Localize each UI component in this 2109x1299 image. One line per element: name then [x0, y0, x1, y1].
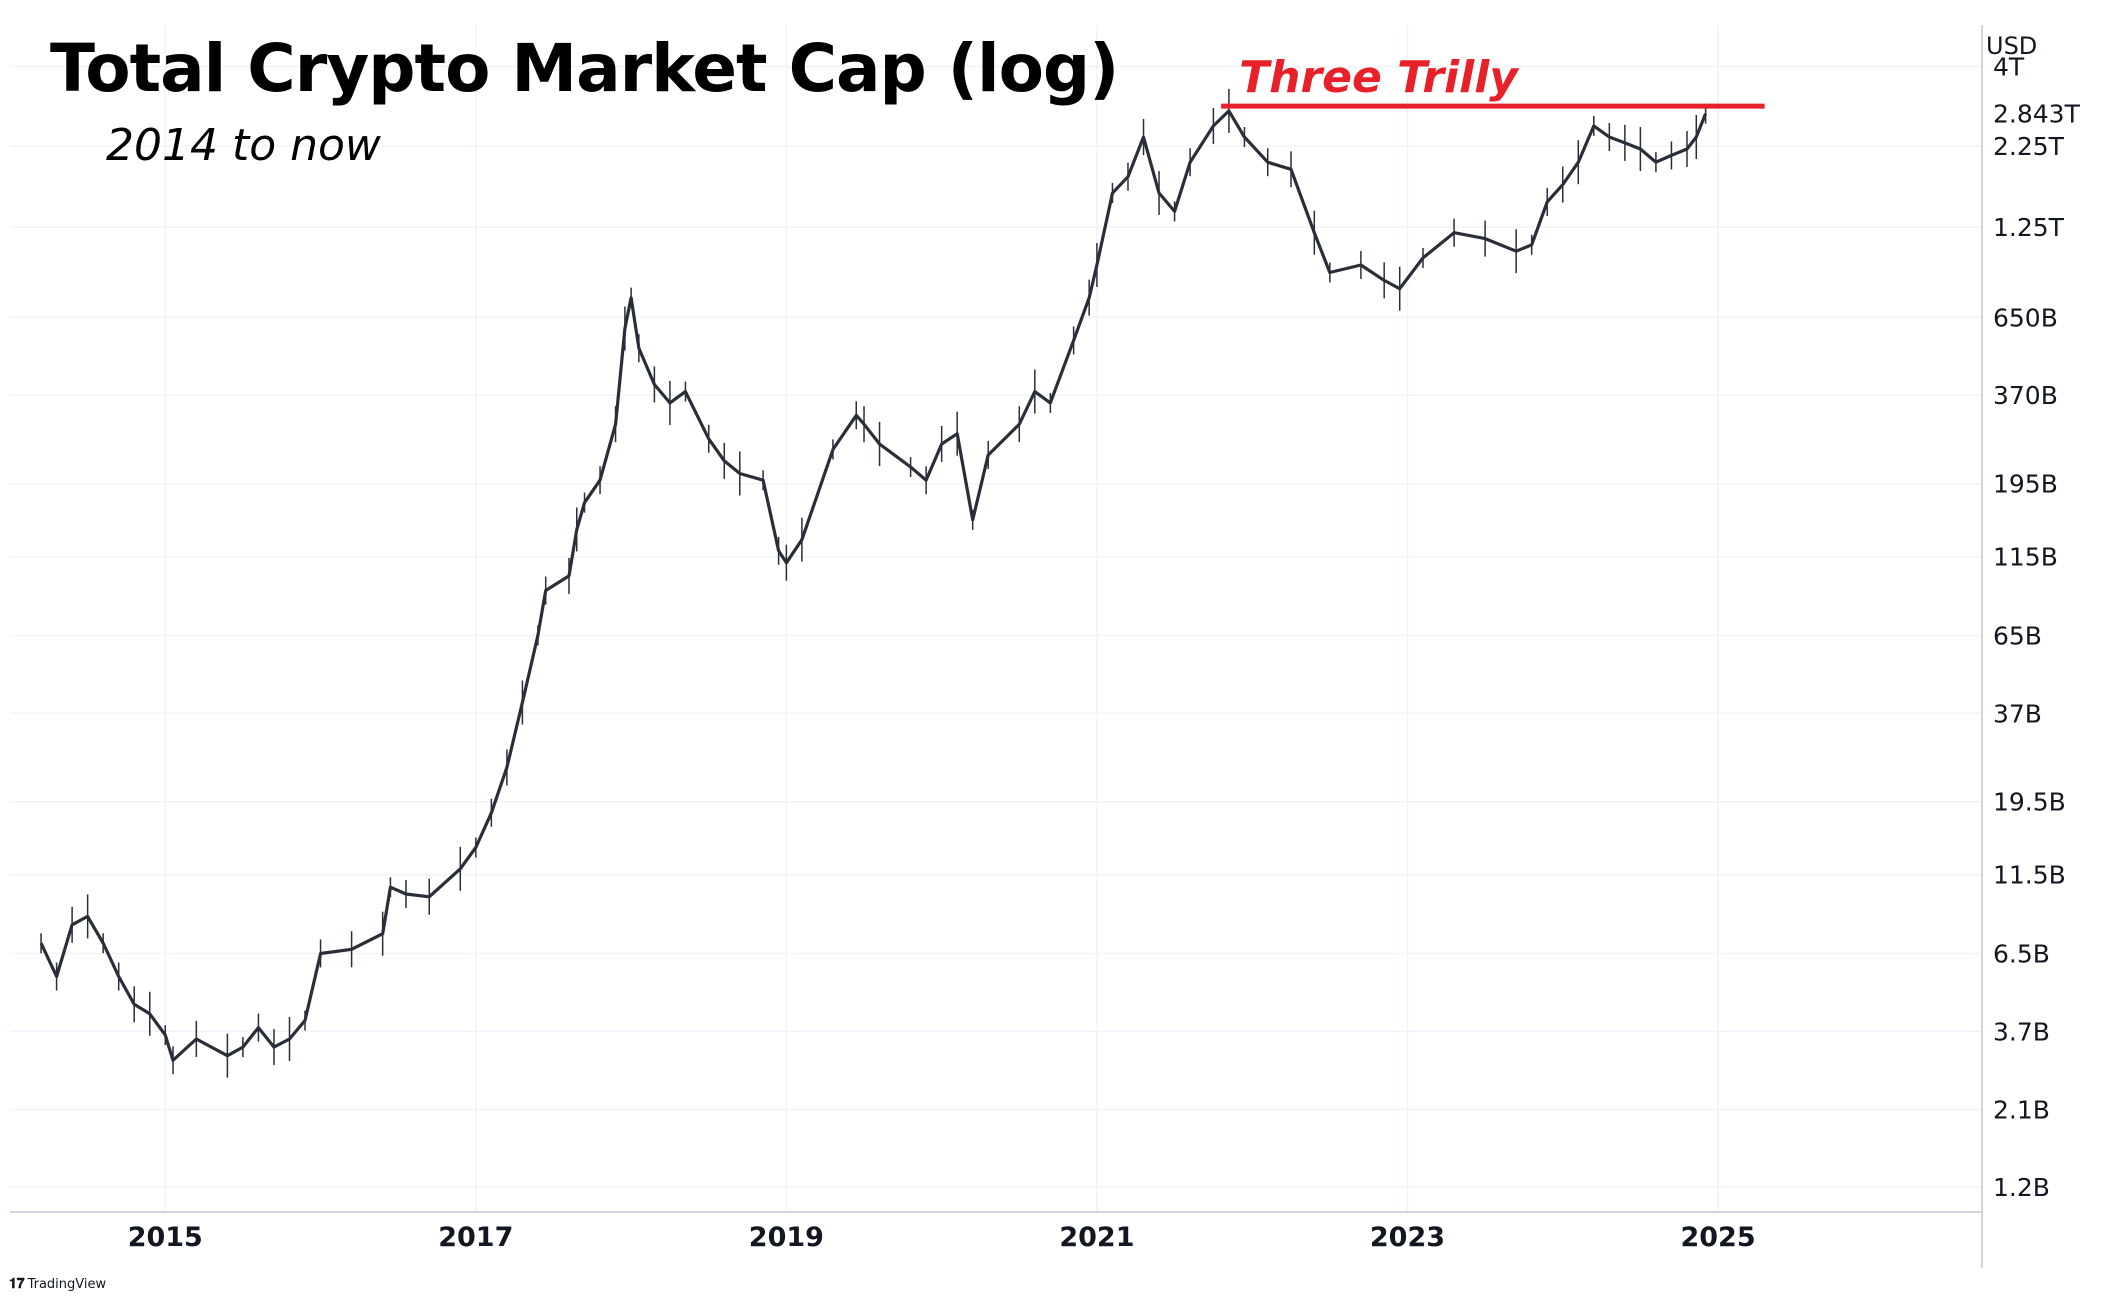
x-tick-label: 2015	[128, 1222, 203, 1253]
tradingview-logo: 𝟏𝟕 TradingView	[9, 1276, 107, 1292]
y-tick-label: 4T	[1993, 52, 2025, 81]
y-tick-label: 37B	[1993, 699, 2042, 728]
y-tick-label: 3.7B	[1993, 1017, 2050, 1046]
y-tick-label: 11.5B	[1993, 861, 2066, 890]
y-tick-label: 1.25T	[1993, 213, 2065, 242]
y-tick-label: 19.5B	[1993, 788, 2066, 817]
chart-title: Total Crypto Market Cap (log)	[50, 30, 1119, 107]
gridlines	[10, 25, 1982, 1212]
annotation: Three Trilly	[1221, 52, 1765, 109]
tradingview-icon: 𝟏𝟕	[9, 1276, 25, 1292]
three-trilly-label: Three Trilly	[1239, 52, 1520, 103]
y-tick-label: 650B	[1993, 303, 2058, 332]
series-line	[39, 88, 1708, 1078]
y-tick-label: 1.2B	[1993, 1173, 2050, 1202]
y-tick-label: 65B	[1993, 621, 2042, 650]
currency-label: USD	[1986, 32, 2037, 60]
y-tick-label: 195B	[1993, 470, 2058, 499]
y-tick-label: 6.5B	[1993, 939, 2050, 968]
x-tick-label: 2021	[1059, 1222, 1134, 1253]
axis-frame	[10, 25, 1983, 1268]
y-axis: USD 2.843T 4T 2.25T 1.25T 650B 370B 195B 115B 6…	[1986, 32, 2081, 1202]
last-price-label: 2.843T	[1993, 100, 2081, 129]
y-tick-label: 2.1B	[1993, 1096, 2050, 1125]
market-cap-line	[39, 109, 1708, 1062]
x-tick-label: 2019	[749, 1222, 824, 1253]
y-tick-label: 2.25T	[1993, 132, 2065, 161]
y-tick-label: 115B	[1993, 543, 2058, 572]
x-axis: 2015 2017 2019 2021 2023 2025	[128, 1222, 1756, 1253]
x-tick-label: 2023	[1370, 1222, 1445, 1253]
x-tick-label: 2017	[438, 1222, 513, 1253]
y-tick-label: 370B	[1993, 381, 2058, 410]
x-tick-label: 2025	[1680, 1222, 1755, 1253]
chart-subtitle: 2014 to now	[106, 120, 381, 171]
